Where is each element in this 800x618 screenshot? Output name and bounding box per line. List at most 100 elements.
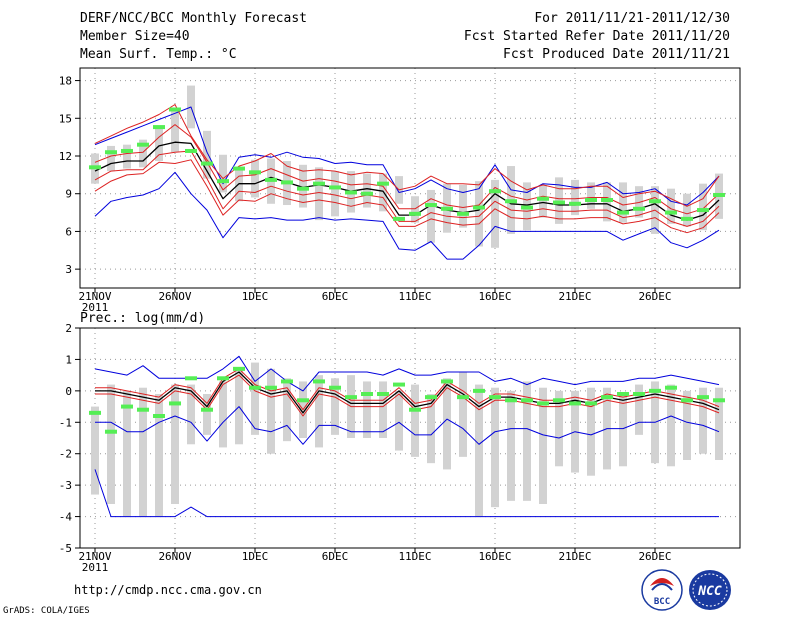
- prec-box: [539, 387, 547, 504]
- temp-median-mark: [329, 185, 341, 190]
- prec-median-mark: [265, 385, 277, 390]
- prec-box: [683, 390, 691, 460]
- prec-median-mark: [713, 398, 725, 403]
- temp-year-label: 2011: [82, 301, 109, 314]
- prec-ytick-label: -1: [59, 416, 72, 429]
- temp-xtick-label: 21NOV: [78, 290, 111, 303]
- prec-box: [427, 394, 435, 464]
- temp-box: [299, 164, 307, 208]
- temp-ens_min-line: [94, 159, 720, 234]
- prec-median-mark: [121, 404, 133, 409]
- temp-ytick-label: 12: [59, 150, 72, 163]
- temp-median-mark: [345, 190, 357, 195]
- temp-box: [427, 189, 435, 243]
- forecast-period: For 2011/11/21-2011/12/30: [534, 11, 730, 26]
- temp-median-mark: [121, 148, 133, 153]
- prec-median-mark: [601, 395, 613, 400]
- temp-xtick-label: 11DEC: [398, 290, 431, 303]
- temp-median-mark: [201, 161, 213, 166]
- prec-median-mark: [633, 392, 645, 396]
- prec-box: [139, 387, 147, 517]
- prec-median-mark: [185, 376, 197, 381]
- temp-box: [587, 182, 595, 209]
- temp-box: [235, 169, 243, 202]
- temp-median-mark: [185, 148, 197, 153]
- temp-median-mark: [665, 210, 677, 215]
- temp-xtick-label: 26DEC: [638, 290, 671, 303]
- temp-box: [123, 144, 131, 169]
- prec-min_limit-line: [94, 469, 719, 518]
- prec-median-mark: [361, 392, 373, 396]
- prec-box: [443, 378, 451, 470]
- temp-ens_p25-line: [94, 150, 720, 227]
- temp-ens_mean-line: [94, 141, 720, 221]
- temp-median-mark: [457, 211, 469, 216]
- prec-box: [123, 390, 131, 517]
- temp-median-mark: [569, 201, 581, 206]
- temp-median-mark: [681, 216, 693, 221]
- temp-median-mark: [601, 198, 613, 202]
- temp-ytick-label: 6: [65, 225, 72, 238]
- prec-median-mark: [569, 401, 581, 406]
- prec-median-mark: [377, 392, 389, 396]
- prec-median-mark: [441, 379, 453, 384]
- temp-box: [459, 184, 467, 228]
- temp-box: [667, 188, 675, 224]
- prec-ens_mean-line: [95, 371, 720, 414]
- temp-median-mark: [505, 199, 517, 204]
- prec-box: [475, 384, 483, 517]
- prec-ytick-label: -3: [59, 479, 72, 492]
- prec-median-mark: [233, 366, 245, 371]
- prec-box: [491, 387, 499, 508]
- prec-median-mark: [617, 392, 629, 396]
- prec-median-mark: [473, 388, 485, 393]
- temp-box: [251, 159, 259, 198]
- source-url[interactable]: http://cmdp.ncc.cma.gov.cn: [74, 583, 262, 597]
- prec-xtick-label: 16DEC: [478, 550, 511, 563]
- prec-box: [155, 394, 163, 517]
- prec-box: [587, 387, 595, 476]
- fcst-started-date: Fcst Started Refer Date 2011/11/20: [463, 29, 730, 44]
- temp-median-mark: [441, 206, 453, 211]
- prec-box: [555, 390, 563, 467]
- prec-ytick-label: 0: [65, 385, 72, 398]
- prec-xtick-label: 26NOV: [158, 550, 191, 563]
- prec-box: [171, 384, 179, 504]
- temp-ens_p75-line: [94, 124, 720, 215]
- prec-median-mark: [649, 388, 661, 393]
- temp-box: [155, 127, 163, 162]
- bcc-logo: BCC: [641, 569, 683, 611]
- ncc-logo: NCC: [689, 570, 731, 610]
- prec-box: [267, 368, 275, 454]
- temp-box: [203, 130, 211, 179]
- prec-ytick-label: -4: [59, 511, 73, 524]
- prec-median-mark: [137, 407, 149, 412]
- chart-title: DERF/NCC/BCC Monthly Forecast: [80, 11, 307, 26]
- temp-median-mark: [649, 199, 661, 204]
- prec-median-mark: [393, 382, 405, 387]
- prec-median-mark: [697, 395, 709, 400]
- prec-ytick-label: -2: [59, 448, 72, 461]
- prec-median-mark: [537, 401, 549, 406]
- temp-box: [363, 173, 371, 208]
- prec-median-mark: [89, 410, 101, 415]
- temp-xtick-label: 6DEC: [322, 290, 349, 303]
- temp-median-mark: [633, 206, 645, 211]
- temp-upper_limit-line: [94, 106, 720, 206]
- prec-ytick-label: 2: [65, 322, 72, 335]
- temp-box: [107, 145, 115, 172]
- prec-box: [667, 384, 675, 467]
- prec-box: [619, 394, 627, 467]
- prec-median-mark: [665, 385, 677, 390]
- prec-median-mark: [249, 385, 261, 390]
- prec-lower_limit-line: [95, 406, 720, 445]
- bcc-logo-text: BCC: [654, 597, 670, 607]
- prec-xtick-label: 6DEC: [322, 550, 349, 563]
- temp-ens_max-line: [94, 104, 720, 207]
- temp-median-mark: [265, 177, 277, 182]
- prec-median-mark: [505, 398, 517, 403]
- prec-frame: [79, 327, 741, 549]
- prec-median-mark: [521, 398, 533, 403]
- temp-xtick-label: 21DEC: [558, 290, 591, 303]
